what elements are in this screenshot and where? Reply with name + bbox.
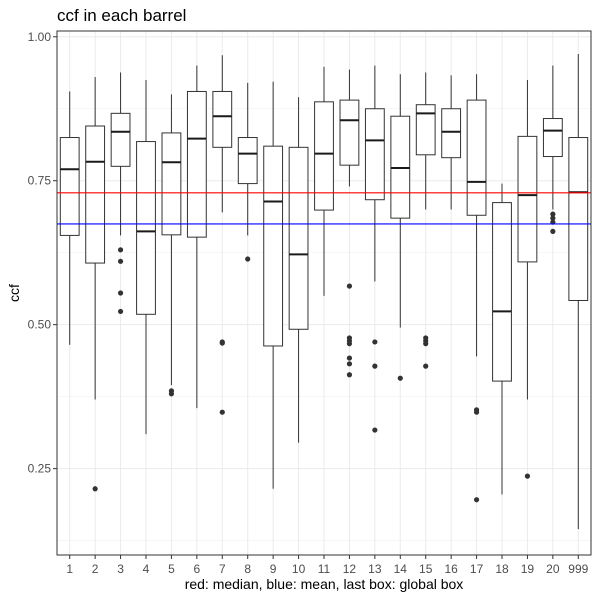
x-tick-label: 16 xyxy=(444,562,458,576)
x-tick-label: 5 xyxy=(168,562,175,576)
y-axis-title: ccf xyxy=(6,284,22,302)
iqr-box xyxy=(339,99,360,166)
outlier-point xyxy=(346,372,353,378)
box-999 xyxy=(568,54,589,530)
outlier-point xyxy=(92,486,98,492)
x-axis-title: red: median, blue: mean, last box: globa… xyxy=(185,576,464,592)
outlier-point xyxy=(117,290,124,296)
outlier-point xyxy=(397,375,403,381)
outlier-point xyxy=(524,473,531,479)
iqr-box xyxy=(59,137,80,236)
box-18 xyxy=(492,183,512,495)
box-20 xyxy=(542,65,563,234)
box-4 xyxy=(136,79,156,435)
x-tick-label: 20 xyxy=(546,562,560,576)
x-tick-label: 10 xyxy=(292,562,306,576)
box-17 xyxy=(466,74,487,503)
y-tick-label: 0.25 xyxy=(28,462,52,476)
outlier-point xyxy=(473,409,480,415)
outlier-point xyxy=(346,283,353,289)
iqr-box xyxy=(136,141,156,315)
x-tick-label: 11 xyxy=(318,562,331,576)
outlier-point xyxy=(168,391,175,397)
box-15 xyxy=(415,72,436,369)
x-tick-label: 8 xyxy=(244,562,251,576)
box-9 xyxy=(263,81,284,489)
x-tick-label: 15 xyxy=(419,562,433,576)
iqr-box xyxy=(441,108,462,159)
iqr-box xyxy=(186,90,207,238)
outlier-point xyxy=(117,258,124,264)
box-8 xyxy=(237,82,258,262)
outlier-point xyxy=(372,339,378,345)
iqr-box xyxy=(212,90,233,148)
y-tick-label: 0.50 xyxy=(28,318,52,332)
iqr-box xyxy=(314,101,334,211)
x-tick-label: 19 xyxy=(521,562,535,576)
outlier-point xyxy=(473,497,480,503)
x-tick-label: 3 xyxy=(117,562,124,576)
iqr-box xyxy=(263,145,284,347)
iqr-box xyxy=(288,146,309,330)
chart-title: ccf in each barrel xyxy=(57,6,187,25)
iqr-box xyxy=(517,135,538,263)
x-tick-label: 14 xyxy=(394,562,408,576)
iqr-box xyxy=(161,132,182,236)
outlier-point xyxy=(219,340,225,346)
iqr-box xyxy=(85,125,106,264)
outlier-point xyxy=(372,363,378,369)
box-2 xyxy=(85,77,106,492)
iqr-box xyxy=(237,137,258,185)
outlier-point xyxy=(117,308,124,315)
iqr-box xyxy=(568,137,589,301)
iqr-box xyxy=(415,104,436,156)
outlier-point xyxy=(372,427,378,433)
iqr-box xyxy=(542,118,563,158)
box-11 xyxy=(314,66,334,296)
x-tick-label: 6 xyxy=(194,562,201,576)
box-7 xyxy=(212,55,233,415)
outlier-point xyxy=(550,228,556,234)
x-tick-label: 9 xyxy=(270,562,277,576)
iqr-box xyxy=(364,108,385,201)
x-tick-label: 7 xyxy=(219,562,226,576)
x-tick-label: 12 xyxy=(343,562,357,576)
outlier-point xyxy=(346,341,353,347)
box-layer xyxy=(57,54,591,530)
x-tick-label: 13 xyxy=(368,562,382,576)
box-6 xyxy=(186,65,207,409)
outlier-point xyxy=(219,409,225,415)
x-tick-label: 1 xyxy=(66,562,73,576)
x-tick-label: 18 xyxy=(495,562,509,576)
outlier-point xyxy=(550,215,556,221)
x-tick-label: 2 xyxy=(92,562,99,576)
outlier-point xyxy=(423,341,429,347)
y-tick-label: 1.00 xyxy=(28,30,52,44)
box-1 xyxy=(59,91,80,345)
box-12 xyxy=(339,69,360,378)
y-tick-label: 0.75 xyxy=(28,174,52,188)
iqr-box xyxy=(492,202,512,382)
x-tick-label: 999 xyxy=(568,562,588,576)
iqr-box xyxy=(110,112,131,167)
iqr-box xyxy=(466,99,487,216)
outlier-point xyxy=(550,211,556,217)
outlier-point xyxy=(423,363,429,369)
axis-layer: 0.250.500.751.001 2 3 4 5 6 7 8 9 10 11 12 13 14 15 16 1… xyxy=(28,30,589,576)
outlier-point xyxy=(245,256,251,262)
box-19 xyxy=(517,79,538,479)
x-tick-label: 17 xyxy=(470,562,484,576)
box-5 xyxy=(161,94,182,397)
x-tick-label: 4 xyxy=(143,562,150,576)
box-13 xyxy=(364,65,385,433)
outlier-point xyxy=(346,355,353,361)
outlier-point xyxy=(346,361,353,367)
outlier-point xyxy=(117,247,124,253)
box-16 xyxy=(441,75,462,210)
